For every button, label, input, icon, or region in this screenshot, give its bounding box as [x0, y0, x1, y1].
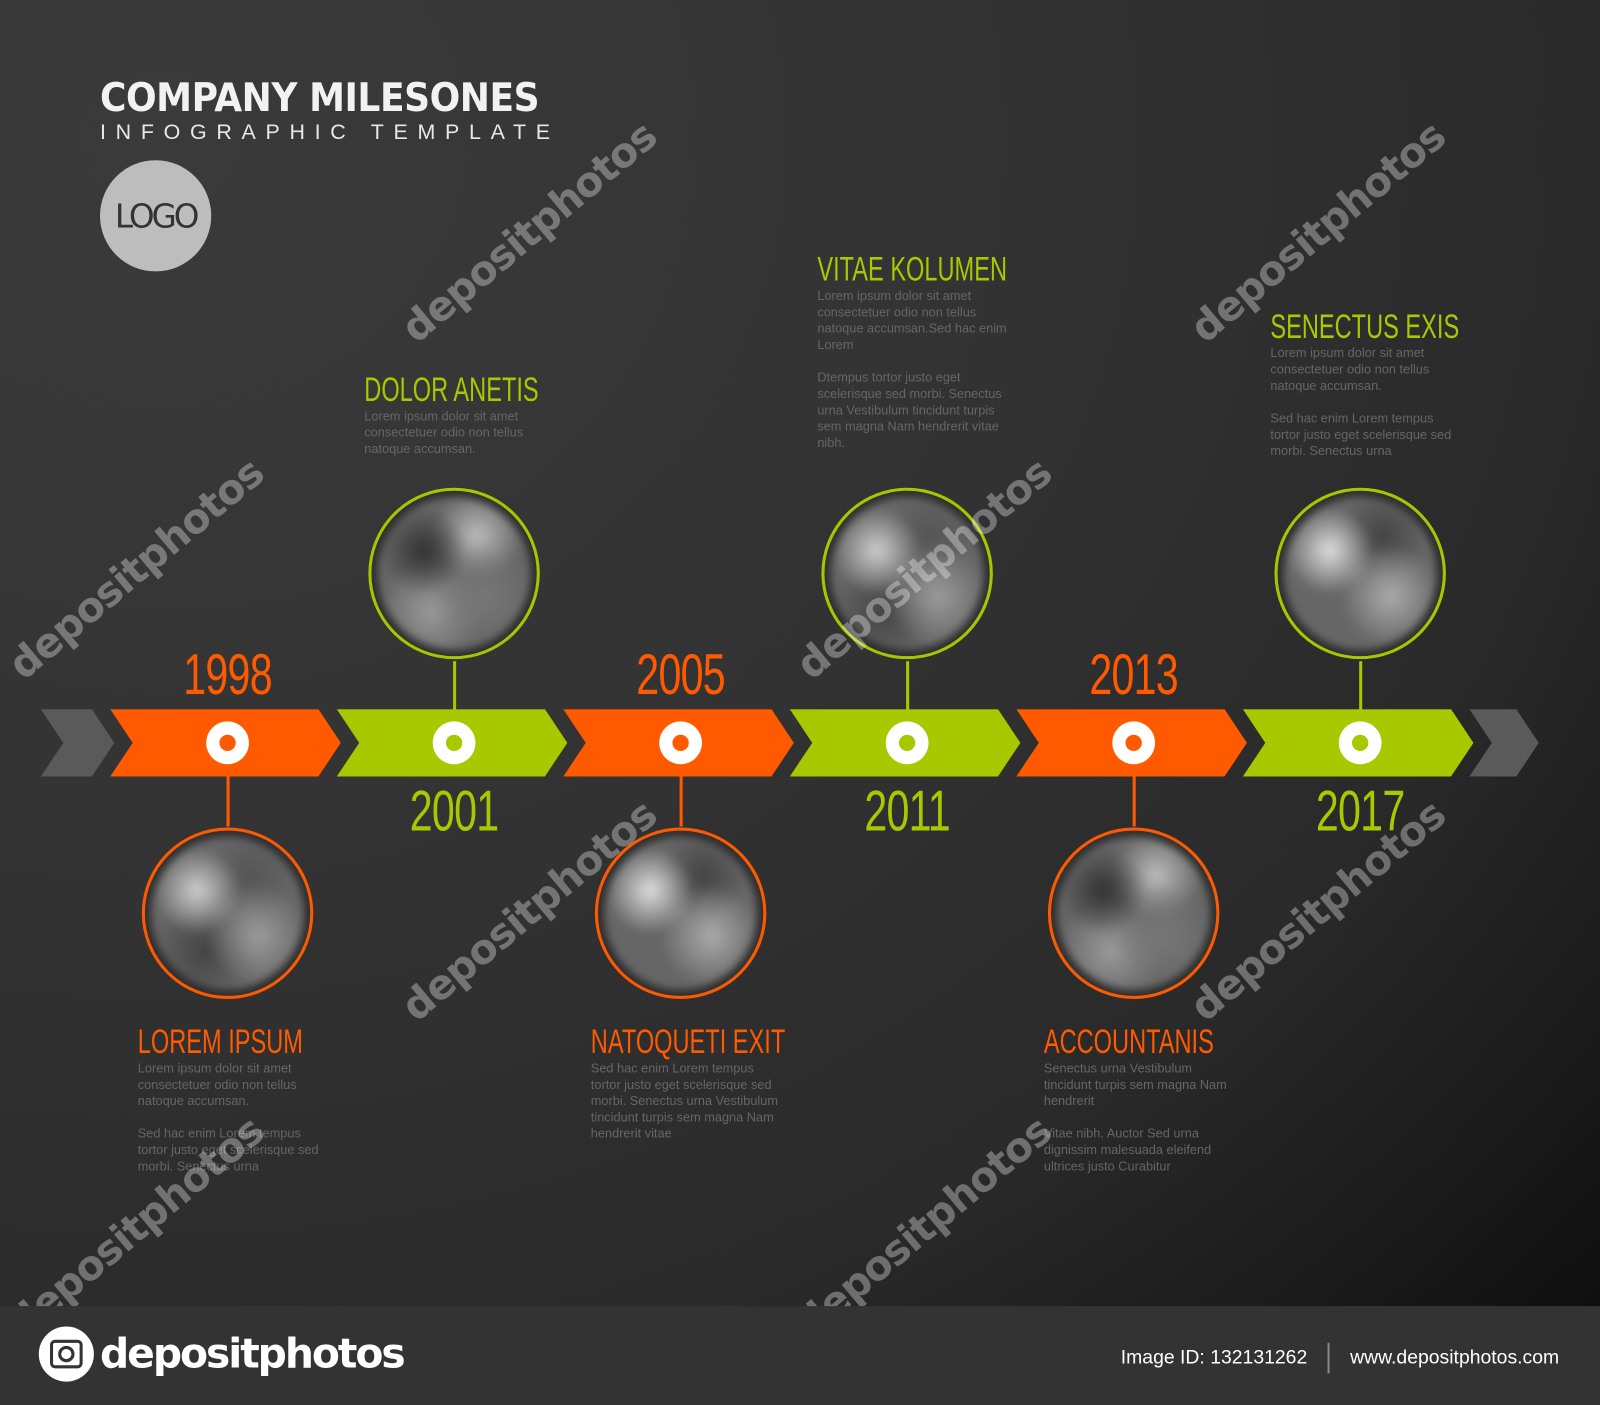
connector-line [1359, 661, 1363, 733]
camera-icon [38, 1326, 94, 1382]
milestone-description: Lorem ipsum dolor sit amet consectetuer … [817, 288, 1007, 353]
milestone-marker[interactable] [885, 721, 929, 765]
connector-line [906, 661, 910, 733]
milestone-title: VITAE KOLUMEN [817, 249, 1007, 289]
milestone-photo [821, 487, 993, 660]
milestone-card: DOLOR ANETIS Lorem ipsum dolor sit amet c… [364, 371, 558, 473]
milestone-card: NATOQUETI EXIT Sed hac enim Lorem tempus … [591, 1023, 785, 1158]
milestone-description: Sed hac enim Lorem tempus tortor justo e… [1270, 411, 1452, 459]
milestone-card: LOREM IPSUM Lorem ipsum dolor sit amet co… [138, 1023, 332, 1190]
image-id: Image ID: 132131262 [1120, 1346, 1308, 1369]
milestone-card: ACCOUNTANIS Senectus urna Vestibulum tinc… [1044, 1023, 1238, 1190]
milestone-photo [1047, 827, 1220, 999]
milestone-description: Dtempus tortor justo eget scelerisque se… [817, 370, 1002, 450]
connector-line [453, 661, 457, 733]
milestone-description: Lorem ipsum dolor sit amet consectetuer … [364, 409, 524, 457]
timeline-end-arrow [1469, 709, 1538, 776]
connector-line [1132, 755, 1136, 827]
milestone-description: Sed hac enim Lorem tempus tortor justo e… [137, 1126, 319, 1174]
milestone-photo [594, 827, 767, 999]
logo-text: LOGO [114, 196, 200, 236]
milestone-year: 2011 [864, 778, 950, 843]
milestone-description: Senectus urna Vestibulum tincidunt turpi… [1043, 1061, 1227, 1109]
timeline-start-arrow [41, 709, 114, 776]
footer-url[interactable]: www.depositphotos.com [1350, 1346, 1560, 1369]
milestone-year: 2013 [1089, 641, 1178, 707]
milestone-description: Sed hac enim Lorem tempus tortor justo e… [590, 1061, 778, 1141]
milestone-photo [368, 487, 540, 660]
milestone-card: VITAE KOLUMEN Lorem ipsum dolor sit amet … [817, 251, 1011, 467]
milestone-card: SENECTUS EXIS Lorem ipsum dolor sit amet … [1270, 308, 1464, 475]
milestone-title: SENECTUS EXIS [1270, 307, 1460, 346]
milestone-year: 1998 [183, 641, 272, 707]
milestone-year: 2017 [1315, 778, 1405, 843]
divider [1327, 1342, 1330, 1374]
milestone-year: 2001 [409, 778, 499, 843]
page-subtitle: INFOGRAPHIC TEMPLATE [99, 120, 560, 144]
logo-badge: LOGO [99, 160, 212, 272]
footer-brand: depositphotos [99, 1330, 406, 1378]
footer-bar [0, 1306, 1600, 1405]
milestone-photo [1274, 487, 1446, 660]
milestone-marker[interactable] [1338, 721, 1382, 765]
page-title: COMPANY MILESONES [99, 75, 540, 121]
footer-info: Image ID: 132131262 www.depositphotos.co… [1120, 1342, 1560, 1374]
milestone-marker[interactable] [432, 721, 476, 765]
milestone-marker[interactable] [1112, 721, 1156, 765]
milestone-title: LOREM IPSUM [137, 1022, 303, 1062]
milestone-photo [141, 827, 314, 999]
milestone-title: DOLOR ANETIS [364, 370, 539, 410]
footer-logo: depositphotos [38, 1326, 406, 1382]
milestone-title: NATOQUETI EXIT [590, 1022, 786, 1062]
milestone-description: Lorem ipsum dolor sit amet consectetuer … [1270, 345, 1430, 393]
milestone-marker[interactable] [206, 721, 249, 765]
connector-line [679, 755, 683, 827]
milestone-description: Vitae nibh. Auctor Sed urna dignissim ma… [1043, 1126, 1212, 1174]
milestone-year: 2005 [636, 641, 725, 707]
connector-line [226, 755, 230, 827]
milestone-title: ACCOUNTANIS [1043, 1022, 1214, 1062]
milestone-marker[interactable] [659, 721, 703, 765]
watermark: depositphotos [392, 112, 666, 353]
milestone-description: Lorem ipsum dolor sit amet consectetuer … [137, 1061, 297, 1109]
